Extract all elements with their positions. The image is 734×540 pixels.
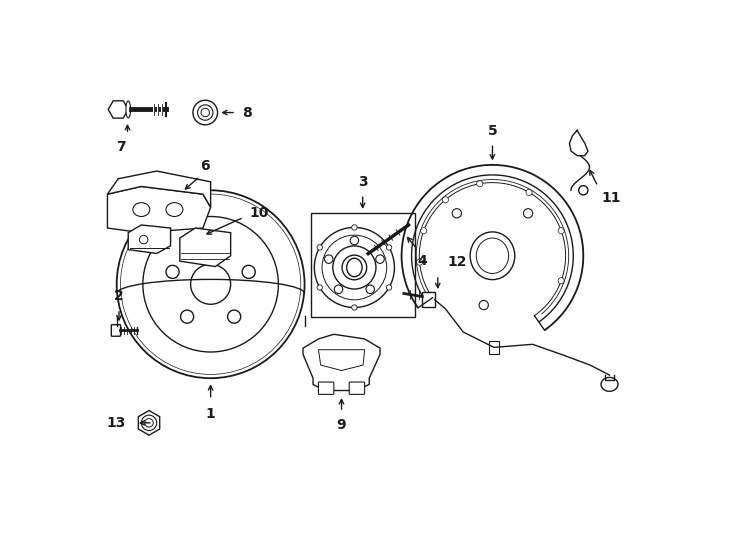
- Circle shape: [317, 285, 322, 290]
- Circle shape: [142, 415, 157, 430]
- Circle shape: [352, 225, 357, 230]
- Text: 3: 3: [358, 175, 368, 189]
- Text: 5: 5: [487, 124, 498, 138]
- Polygon shape: [107, 171, 211, 207]
- FancyBboxPatch shape: [490, 341, 498, 354]
- Circle shape: [386, 245, 392, 250]
- Circle shape: [526, 190, 532, 195]
- Text: 7: 7: [117, 140, 126, 154]
- Circle shape: [352, 305, 357, 310]
- Circle shape: [558, 278, 564, 284]
- Polygon shape: [319, 350, 365, 370]
- Text: 9: 9: [337, 418, 346, 432]
- Bar: [310, 213, 415, 318]
- Circle shape: [476, 181, 483, 187]
- Ellipse shape: [126, 101, 131, 118]
- Polygon shape: [128, 225, 170, 253]
- FancyBboxPatch shape: [422, 292, 435, 307]
- Text: 11: 11: [602, 191, 621, 205]
- Polygon shape: [570, 130, 588, 156]
- Text: 13: 13: [106, 416, 126, 430]
- FancyBboxPatch shape: [319, 382, 334, 394]
- Text: 2: 2: [114, 289, 124, 303]
- Polygon shape: [180, 228, 230, 267]
- Circle shape: [578, 186, 588, 195]
- Circle shape: [416, 259, 423, 265]
- Polygon shape: [107, 186, 211, 233]
- Circle shape: [421, 228, 426, 234]
- Circle shape: [386, 285, 392, 290]
- FancyBboxPatch shape: [112, 325, 120, 336]
- Text: 1: 1: [206, 408, 216, 421]
- Circle shape: [317, 245, 322, 250]
- Polygon shape: [303, 334, 380, 390]
- Text: 12: 12: [448, 255, 468, 269]
- Text: 10: 10: [249, 206, 269, 220]
- Circle shape: [558, 228, 564, 234]
- Text: 6: 6: [200, 159, 210, 173]
- Circle shape: [443, 197, 448, 203]
- FancyBboxPatch shape: [349, 382, 365, 394]
- Text: 4: 4: [418, 254, 427, 268]
- Text: 8: 8: [242, 105, 252, 119]
- Circle shape: [193, 100, 217, 125]
